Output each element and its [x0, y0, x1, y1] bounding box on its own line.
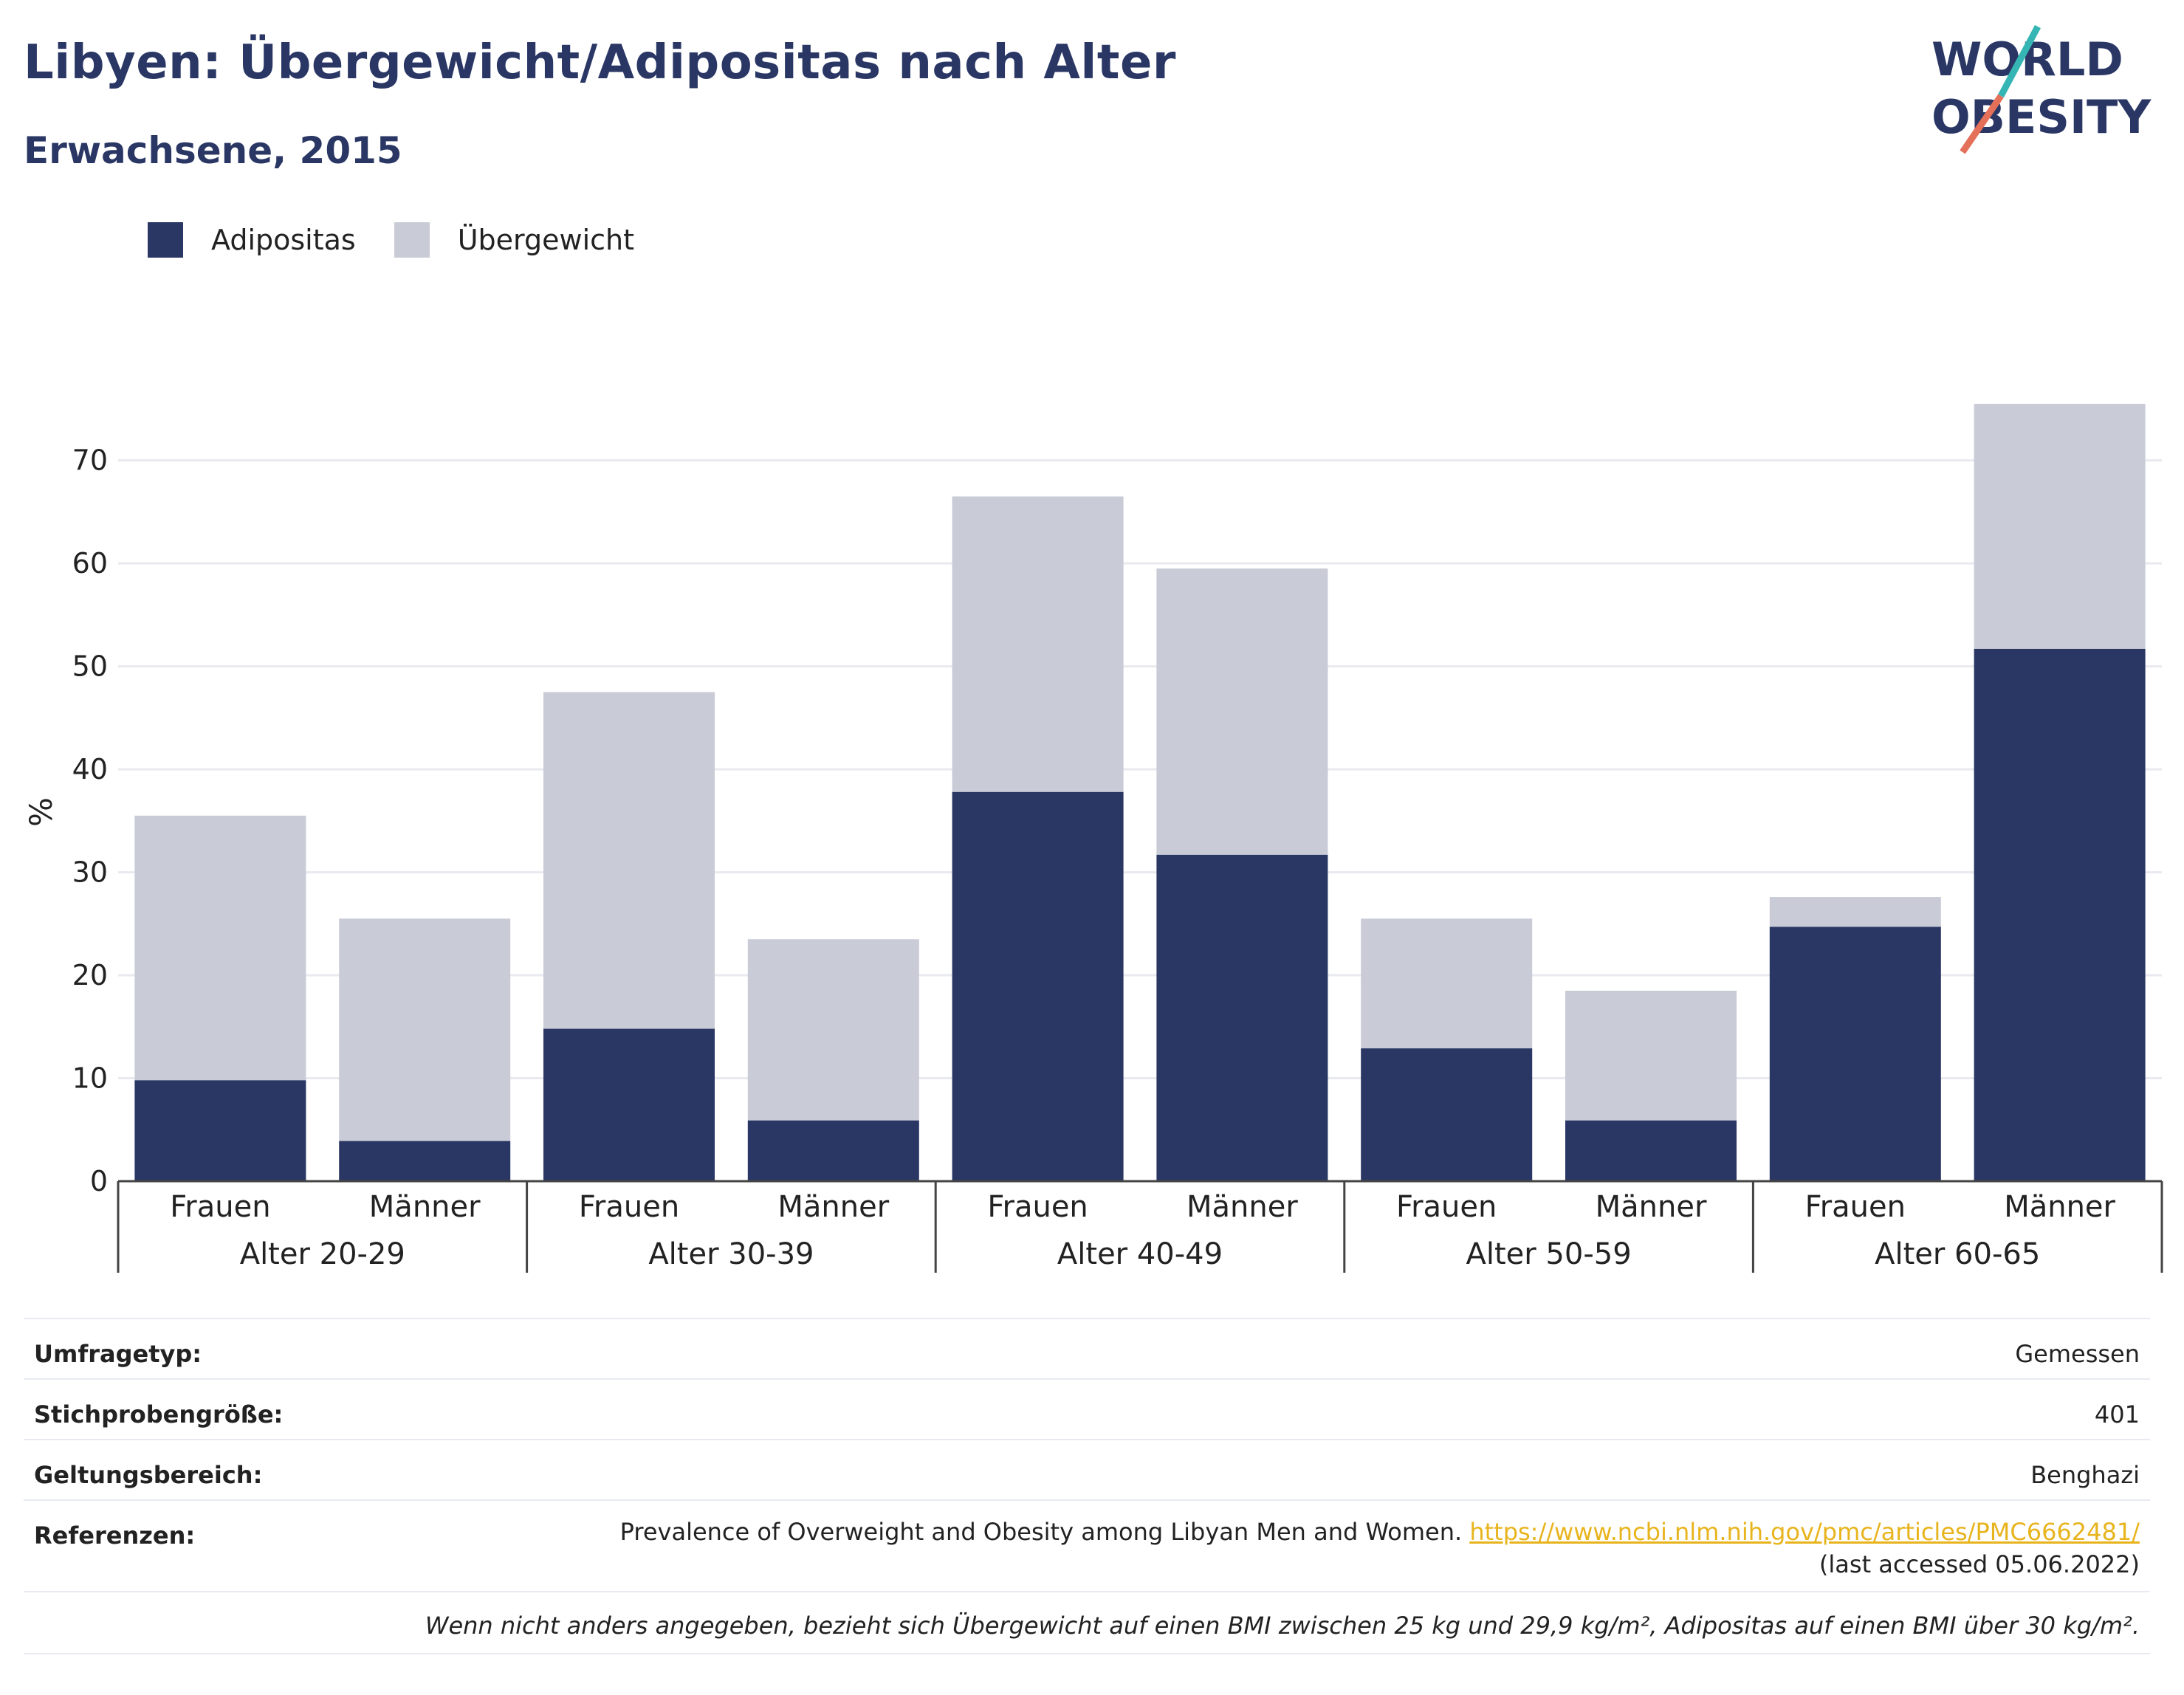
scope-value: Benghazi: [2030, 1461, 2140, 1489]
survey-type-value: Gemessen: [2015, 1340, 2140, 1368]
x-tick-label: Frauen: [579, 1190, 679, 1224]
x-tick-label: Männer: [777, 1190, 889, 1224]
logo-line2: OBESITY: [1931, 90, 2152, 144]
references-value: Prevalence of Overweight and Obesity amo…: [589, 1516, 2140, 1581]
legend-item-uebergewicht: Übergewicht: [394, 222, 634, 258]
legend-label-adipositas: Adipositas: [211, 224, 356, 256]
bar-adipositas: [747, 1120, 919, 1181]
bar-uebergewicht: [339, 918, 511, 1141]
legend-item-adipositas: Adipositas: [148, 222, 356, 258]
footnote: Wenn nicht anders angegeben, bezieht sic…: [425, 1612, 2140, 1640]
logo-accent-coral: [1960, 94, 2004, 154]
x-tick-label: Männer: [1596, 1190, 1707, 1224]
bar-uebergewicht: [952, 496, 1124, 792]
info-row-sample-size: Stichprobengröße: 401: [24, 1378, 2150, 1440]
bar-adipositas: [339, 1141, 511, 1181]
y-tick-label: 70: [72, 444, 108, 477]
legend-swatch-uebergewicht: [394, 222, 430, 258]
legend-label-uebergewicht: Übergewicht: [457, 224, 634, 256]
bar-adipositas: [952, 791, 1124, 1181]
bar-uebergewicht: [1565, 990, 1737, 1121]
y-tick-label: 50: [72, 650, 108, 683]
references-label: Referenzen:: [34, 1522, 196, 1550]
bar-adipositas: [1565, 1120, 1737, 1181]
group-label: Alter 30-39: [648, 1237, 814, 1271]
bar-adipositas: [1156, 854, 1328, 1181]
group-label: Alter 40-49: [1057, 1237, 1223, 1271]
bar-adipositas: [1974, 648, 2146, 1181]
bar-uebergewicht: [1769, 897, 1941, 927]
chart-title: Libyen: Übergewicht/Adipositas nach Alte…: [24, 35, 1176, 90]
reference-suffix: (last accessed 05.06.2022): [1819, 1550, 2140, 1578]
bar-adipositas: [134, 1080, 306, 1181]
bar-uebergewicht: [134, 815, 306, 1081]
x-tick-label: Frauen: [1805, 1190, 1906, 1224]
world-obesity-logo: WORLD OBESITY: [1931, 24, 2152, 154]
info-row-scope: Geltungsbereich: Benghazi: [24, 1439, 2150, 1501]
x-tick-label: Frauen: [987, 1190, 1088, 1224]
bar-uebergewicht: [747, 939, 919, 1121]
info-row-note: Wenn nicht anders angegeben, bezieht sic…: [24, 1591, 2150, 1654]
chart-subtitle: Erwachsene, 2015: [24, 129, 402, 172]
stacked-bar-chart: 0 10 20 30 40 50 60 70% Frauen Männer Frauen Männer…: [23, 403, 2163, 1273]
bar-adipositas: [1361, 1048, 1533, 1181]
y-tick-label: 60: [72, 547, 108, 580]
sample-size-label: Stichprobengröße:: [34, 1400, 284, 1428]
x-tick-label: Männer: [369, 1190, 481, 1224]
scope-label: Geltungsbereich:: [34, 1461, 263, 1489]
bar-uebergewicht: [543, 692, 715, 1029]
group-label: Alter 60-65: [1875, 1237, 2040, 1271]
legend-swatch-adipositas: [148, 222, 183, 258]
bar-uebergewicht: [1156, 568, 1328, 855]
bar-uebergewicht: [1974, 403, 2146, 649]
y-axis-label: %: [23, 797, 59, 827]
y-tick-label: 20: [72, 959, 108, 991]
bar-uebergewicht: [1361, 918, 1533, 1049]
x-tick-label: Frauen: [1396, 1190, 1497, 1224]
x-tick-label: Männer: [2004, 1190, 2115, 1224]
bar-adipositas: [543, 1028, 715, 1181]
sample-size-value: 401: [2094, 1400, 2140, 1428]
info-row-survey-type: Umfragetyp: Gemessen: [24, 1318, 2150, 1380]
bar-adipositas: [1769, 926, 1941, 1181]
y-tick-label: 30: [72, 856, 108, 889]
survey-type-label: Umfragetyp:: [34, 1340, 202, 1368]
x-tick-label: Männer: [1187, 1190, 1298, 1224]
reference-link[interactable]: https://www.ncbi.nlm.nih.gov/pmc/article…: [1469, 1518, 2140, 1546]
info-row-references: Referenzen: Prevalence of Overweight and…: [24, 1499, 2150, 1592]
y-tick-label: 0: [90, 1165, 108, 1197]
group-label: Alter 50-59: [1466, 1237, 1632, 1271]
y-tick-label: 40: [72, 753, 108, 785]
chart-legend: Adipositas Übergewicht: [148, 220, 673, 260]
x-tick-label: Frauen: [170, 1190, 270, 1224]
group-label: Alter 20-29: [240, 1237, 405, 1271]
logo-accent-teal: [1998, 24, 2041, 98]
reference-text: Prevalence of Overweight and Obesity amo…: [619, 1518, 1463, 1546]
y-tick-label: 10: [72, 1062, 108, 1095]
